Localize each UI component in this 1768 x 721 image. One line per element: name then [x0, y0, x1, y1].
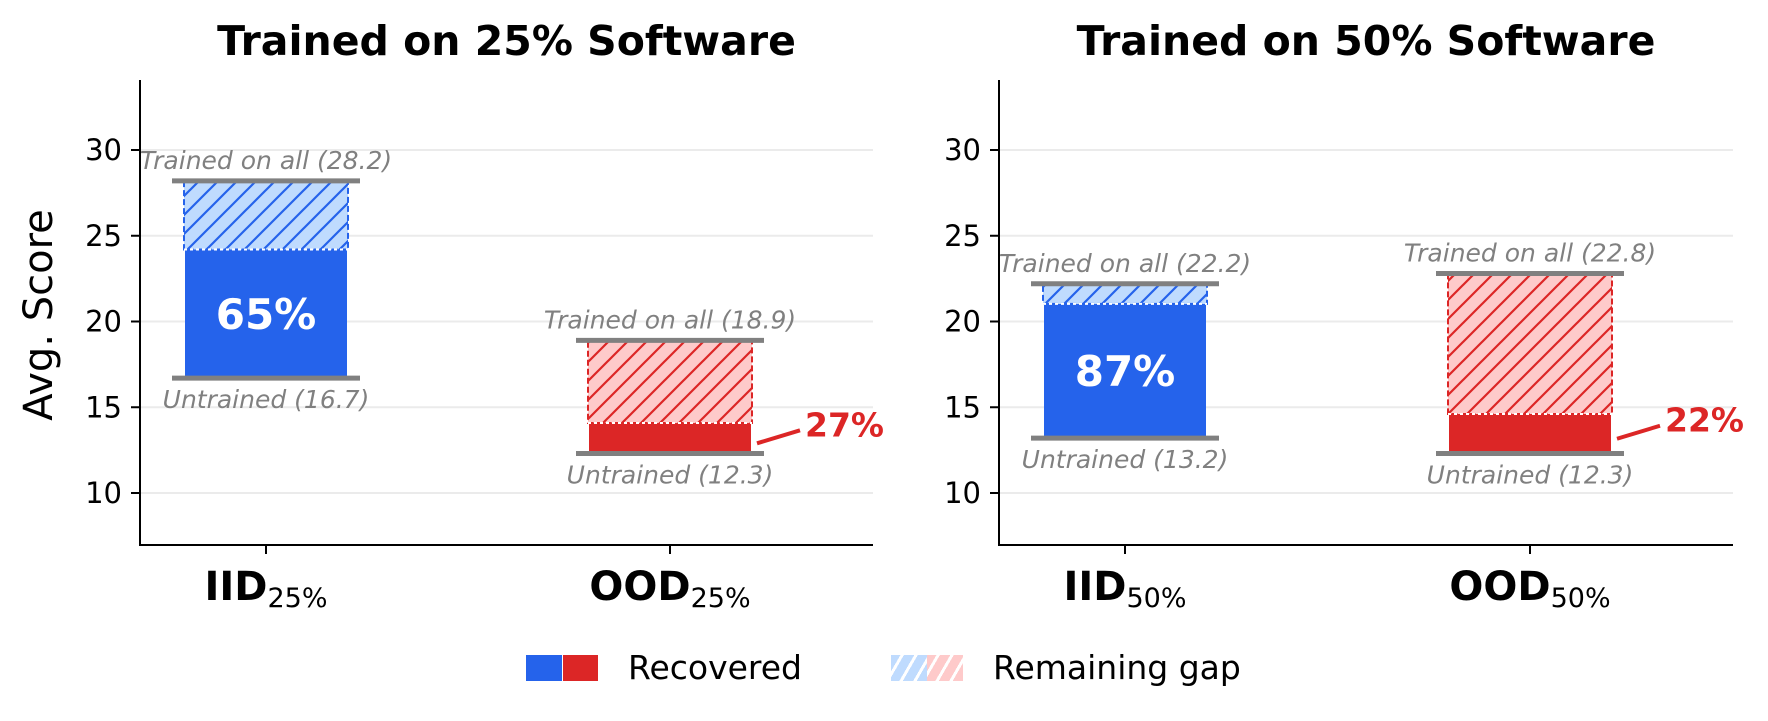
x-tick-label: IID50% — [1064, 564, 1187, 614]
y-tick-label: 20 — [944, 305, 981, 339]
swatch-red-hatched — [927, 655, 963, 681]
y-tick-label: 20 — [85, 305, 122, 339]
recovered-percent-label: 87% — [1075, 347, 1176, 396]
legend-swatch-remaining-gap — [891, 655, 963, 681]
y-tick-label: 30 — [944, 133, 981, 167]
y-axis-label: Avg. Score — [16, 209, 62, 421]
swatch-blue-hatched — [891, 655, 927, 681]
untrained-label: Untrained (12.3) — [1427, 461, 1634, 490]
recovered-percent-label: 22% — [1665, 401, 1744, 440]
x-tick-label: IID25% — [205, 564, 328, 614]
y-tick-label: 15 — [944, 390, 981, 424]
remaining-gap-segment — [587, 339, 753, 425]
untrained-label: Untrained (12.3) — [567, 461, 774, 490]
y-tick-label: 15 — [85, 390, 122, 424]
swatch-red-solid — [561, 655, 598, 681]
trained-on-all-label: Trained on all (18.9) — [544, 305, 796, 334]
x-tick-label: OOD25% — [589, 564, 750, 614]
legend-label-recovered: Recovered — [628, 648, 803, 687]
remaining-gap-segment — [1042, 282, 1208, 305]
trained-on-all-label: Trained on all (22.8) — [1404, 238, 1656, 267]
legend-label-remaining-gap: Remaining gap — [993, 648, 1241, 687]
legend-item-remaining-gap: Remaining gap — [891, 648, 1241, 687]
recovered-segment — [185, 249, 347, 379]
percent-leader-line — [1616, 423, 1661, 441]
legend: Recovered Remaining gap — [0, 640, 1768, 700]
y-tick-label: 25 — [85, 219, 122, 253]
remaining-gap-segment — [1447, 272, 1613, 415]
remaining-gap-segment — [183, 179, 349, 251]
untrained-label: Untrained (13.2) — [1022, 445, 1229, 474]
y-tick-label: 10 — [944, 476, 981, 510]
recovered-segment — [1044, 303, 1206, 439]
bar-iid-50: Trained on all (22.2) Untrained (13.2) 87% — [999, 249, 1251, 474]
recovered-segment — [589, 423, 751, 454]
panel-title: Trained on 50% Software — [1077, 17, 1656, 65]
percent-leader-line — [756, 428, 801, 446]
trained-on-all-label: Trained on all (28.2) — [140, 146, 392, 175]
swatch-blue-solid — [526, 655, 562, 681]
y-tick-label: 10 — [85, 476, 122, 510]
y-tick-label: 30 — [85, 133, 122, 167]
recovered-segment — [1449, 413, 1611, 454]
panel-2: Trained on 50% Software 10 15 20 25 30 Trained… — [944, 17, 1744, 614]
legend-item-recovered: Recovered — [526, 648, 803, 687]
trained-on-all-label: Trained on all (22.2) — [999, 249, 1251, 278]
legend-swatch-recovered — [526, 655, 598, 681]
y-tick-label: 25 — [944, 219, 981, 253]
bar-ood-50: Trained on all (22.8) Untrained (12.3) 22% — [1404, 238, 1744, 489]
recovered-percent-label: 65% — [216, 290, 317, 339]
untrained-label: Untrained (16.7) — [163, 385, 370, 414]
panel-1: Trained on 25% Software 10 15 20 25 30 Trained… — [85, 17, 884, 614]
recovered-percent-label: 27% — [805, 405, 884, 444]
bar-ood-25: Trained on all (18.9) Untrained (12.3) 27% — [544, 305, 884, 489]
panel-title: Trained on 25% Software — [217, 17, 796, 65]
x-tick-label: OOD50% — [1449, 564, 1610, 614]
bar-iid-25: Trained on all (28.2) Untrained (16.7) 65% — [140, 146, 392, 414]
